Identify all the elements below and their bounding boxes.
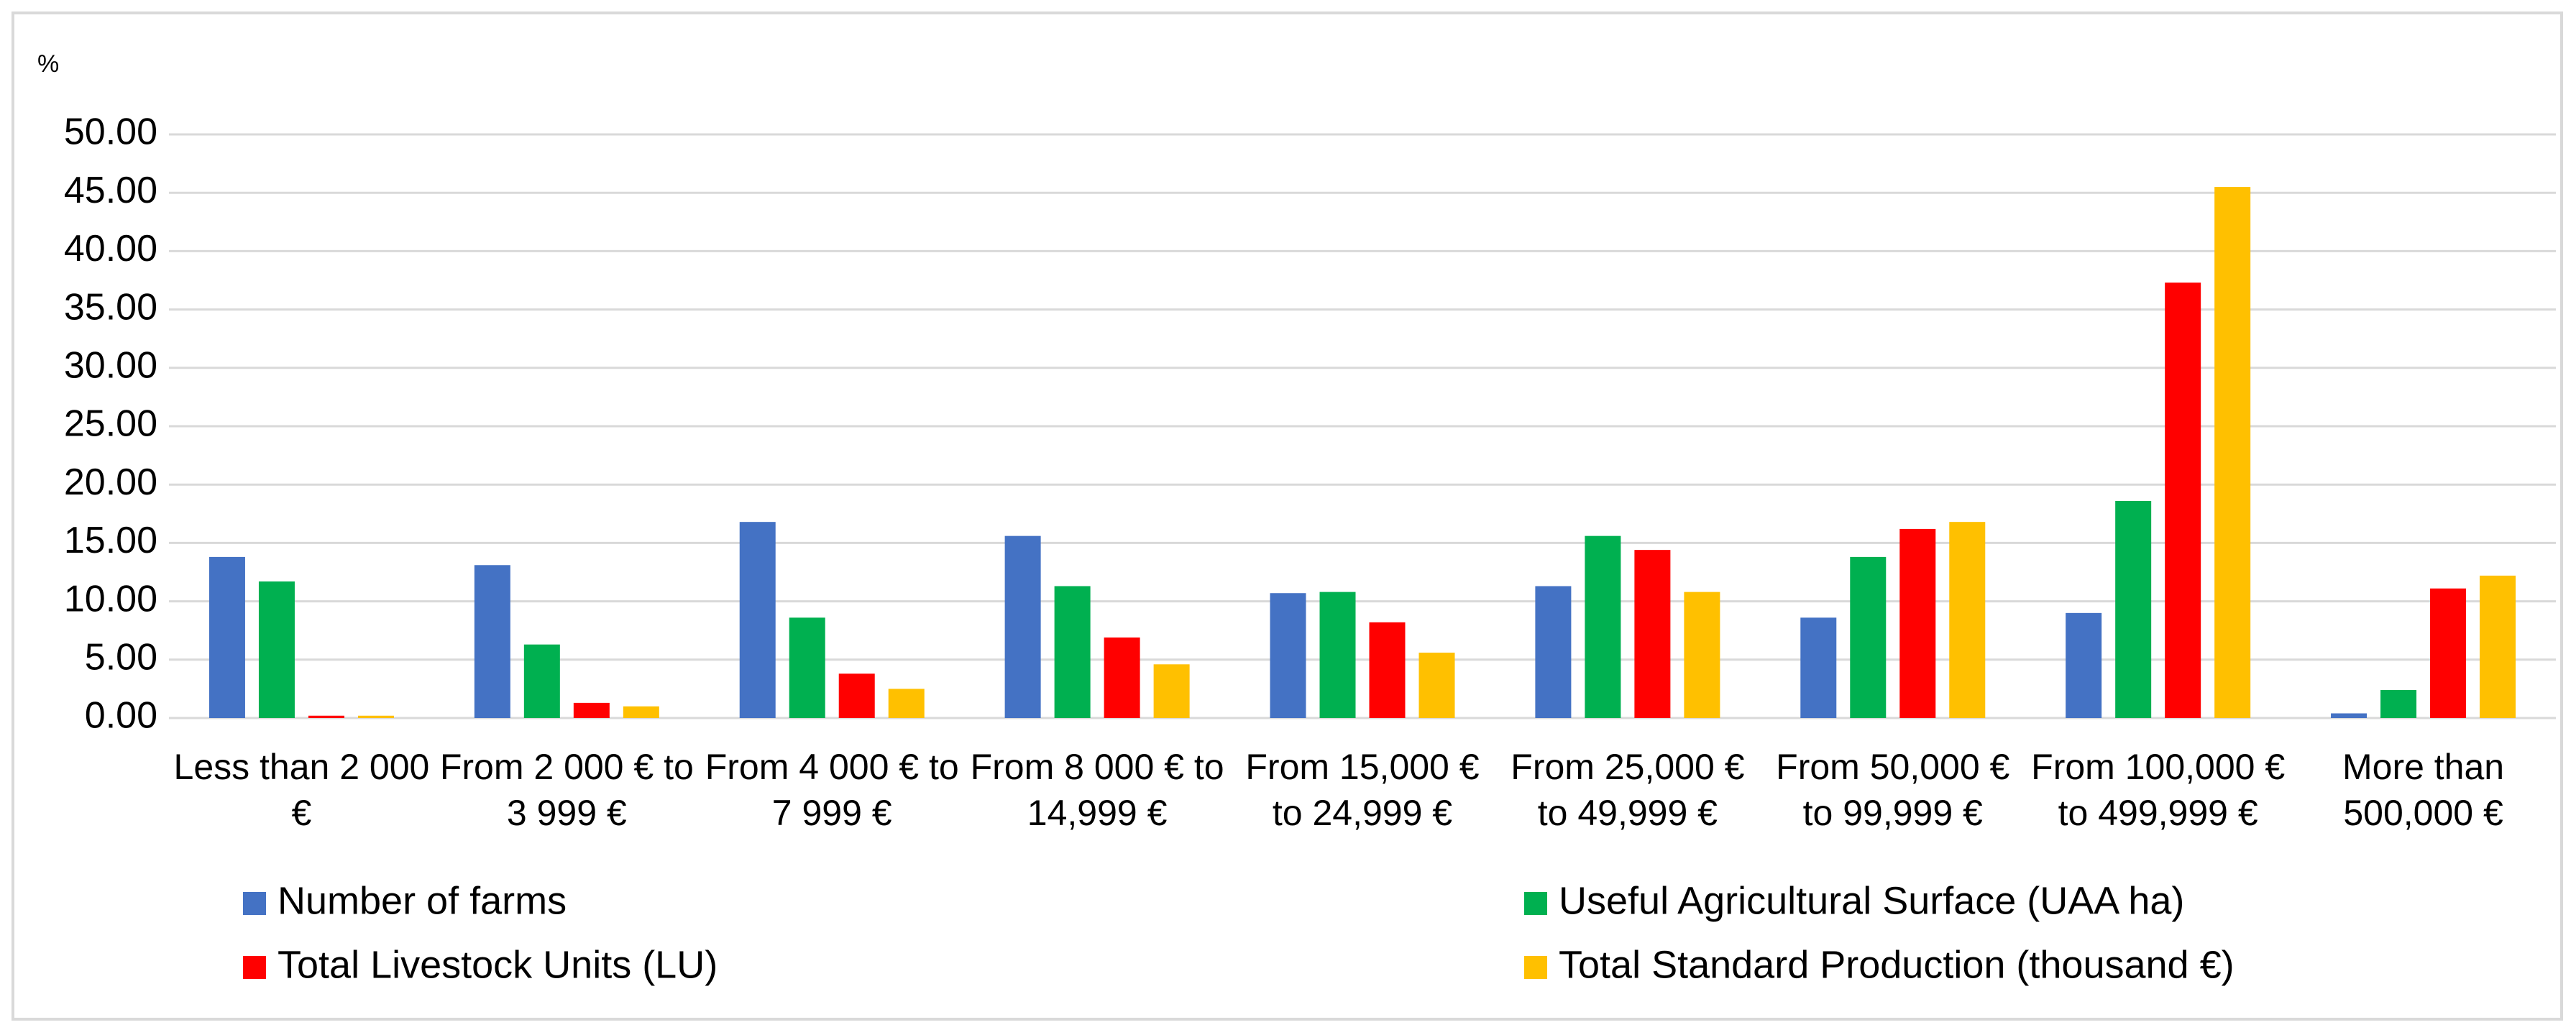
bar xyxy=(2214,187,2251,719)
x-tick-label-box: From 4 000 € to 7 999 € xyxy=(705,747,959,833)
bar xyxy=(523,644,560,718)
x-tick-label: More than 500,000 € xyxy=(2342,747,2505,833)
x-tick-label-box: From 50,000 € to 99,999 € xyxy=(1776,747,2010,833)
bar xyxy=(623,706,659,718)
bar xyxy=(2430,588,2467,718)
y-tick-label: 0.00 xyxy=(85,695,157,737)
x-tick-label: From 4 000 € to 7 999 € xyxy=(705,747,959,833)
bar xyxy=(1054,586,1091,718)
legend-label: Useful Agricultural Surface (UAA ha) xyxy=(1559,879,2184,922)
bar xyxy=(2480,575,2516,718)
bar xyxy=(1850,556,1887,718)
legend-label: Number of farms xyxy=(278,879,567,922)
legend-swatch xyxy=(1524,892,1547,915)
x-tick-label-box: More than 500,000 € xyxy=(2342,747,2505,833)
bar xyxy=(1153,664,1190,718)
bar xyxy=(1104,637,1140,718)
y-tick-label: 15.00 xyxy=(64,520,157,561)
bar xyxy=(1634,550,1671,718)
y-tick-label: 25.00 xyxy=(64,403,157,445)
bar xyxy=(573,702,610,718)
x-tick-label: From 2 000 € to 3 999 € xyxy=(439,747,694,833)
bar xyxy=(739,522,776,718)
bar xyxy=(789,617,825,718)
legend-swatch xyxy=(243,892,266,915)
bar xyxy=(1949,522,1986,718)
bar xyxy=(208,556,245,718)
bar xyxy=(2331,713,2368,718)
bar xyxy=(357,715,394,718)
bar xyxy=(474,565,510,718)
y-tick-label: 10.00 xyxy=(64,578,157,620)
y-tick-label: 35.00 xyxy=(64,286,157,328)
y-tick-label: 5.00 xyxy=(85,637,157,678)
bar xyxy=(1684,592,1720,718)
bar xyxy=(1535,586,1572,718)
x-tick-label-box: Less than 2 000 € xyxy=(173,747,430,833)
x-tick-label: From 25,000 € to 49,999 € xyxy=(1511,747,1745,833)
bar xyxy=(308,715,344,718)
y-tick-label: 45.00 xyxy=(64,170,157,211)
bar xyxy=(1418,653,1455,718)
bar xyxy=(2380,690,2417,718)
bar xyxy=(2115,500,2152,718)
y-axis-label: % xyxy=(37,50,59,78)
bar xyxy=(838,673,875,718)
legend-swatch xyxy=(1524,956,1547,979)
y-tick-label: 30.00 xyxy=(64,345,157,387)
bar xyxy=(1319,592,1356,718)
x-tick-label-box: From 15,000 € to 24,999 € xyxy=(1245,747,1480,833)
bar xyxy=(2165,282,2201,718)
bar xyxy=(1270,593,1306,718)
bar xyxy=(1004,535,1041,718)
x-tick-label: From 50,000 € to 99,999 € xyxy=(1776,747,2010,833)
bar xyxy=(1369,622,1406,718)
bar xyxy=(1585,535,1621,718)
x-tick-label: From 15,000 € to 24,999 € xyxy=(1245,747,1480,833)
bar xyxy=(258,581,295,718)
x-tick-label: From 100,000 € to 499,999 € xyxy=(2031,747,2286,833)
x-tick-label-box: From 25,000 € to 49,999 € xyxy=(1511,747,1745,833)
x-tick-label-box: From 100,000 € to 499,999 € xyxy=(2031,747,2286,833)
y-tick-label: 20.00 xyxy=(64,461,157,503)
legend-label: Total Livestock Units (LU) xyxy=(278,943,718,986)
y-tick-label: 50.00 xyxy=(64,111,157,153)
x-tick-label: From 8 000 € to 14,999 € xyxy=(970,747,1224,833)
y-tick-label: 40.00 xyxy=(64,228,157,270)
bar xyxy=(1800,617,1837,718)
legend-swatch xyxy=(243,956,266,979)
bar xyxy=(888,689,925,718)
x-tick-label-box: From 2 000 € to 3 999 € xyxy=(439,747,694,833)
bar xyxy=(1899,528,1936,718)
x-tick-label-box: From 8 000 € to 14,999 € xyxy=(970,747,1224,833)
legend-label: Total Standard Production (thousand €) xyxy=(1559,943,2234,986)
bar xyxy=(2066,612,2102,718)
x-tick-label: Less than 2 000 € xyxy=(173,747,430,833)
